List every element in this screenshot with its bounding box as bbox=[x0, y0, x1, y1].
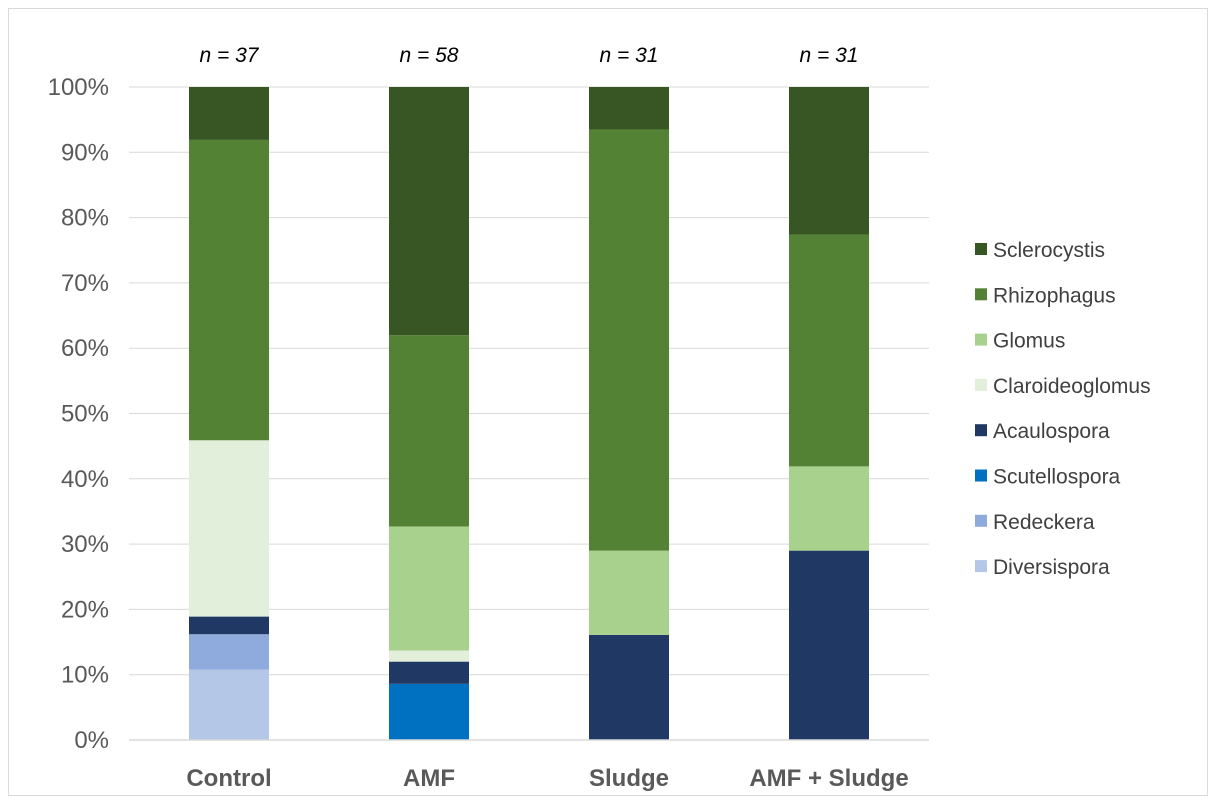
bar-segment-scutellospora bbox=[389, 683, 469, 740]
x-category-label: AMF + Sludge bbox=[749, 765, 908, 792]
legend-swatch bbox=[975, 333, 987, 346]
legend-swatch bbox=[975, 469, 987, 482]
y-tick-label: 40% bbox=[61, 466, 109, 493]
legend-label: Claroideoglomus bbox=[993, 375, 1151, 398]
bar-segment-sclerocystis bbox=[789, 87, 869, 235]
bar-segment-sclerocystis bbox=[589, 87, 669, 130]
bar-segment-acaulospora bbox=[389, 661, 469, 684]
y-tick-label: 50% bbox=[61, 401, 109, 428]
sample-size-label: n = 37 bbox=[200, 44, 260, 67]
chart-frame: 0% 10% 20% 30% 40% 50% 60% 70% 80% 90% 100% Contro… bbox=[8, 8, 1208, 796]
x-category-label: AMF bbox=[403, 765, 455, 792]
legend-label: Sclerocystis bbox=[993, 239, 1105, 262]
bar-segment-glomus bbox=[389, 526, 469, 651]
bar-segment-acaulospora bbox=[189, 616, 269, 635]
bar-segment-acaulospora bbox=[589, 634, 669, 740]
legend: Sclerocystis Rhizophagus Glomus Claroideogl… bbox=[975, 239, 1151, 579]
sample-size-label: n = 58 bbox=[400, 44, 459, 67]
y-tick-label: 100% bbox=[48, 74, 109, 101]
y-tick-label: 60% bbox=[61, 335, 109, 362]
legend-swatch bbox=[975, 560, 987, 573]
bar-segment-claroideoglomus bbox=[189, 440, 269, 617]
y-tick-label: 0% bbox=[74, 727, 109, 754]
legend-swatch bbox=[975, 243, 987, 255]
y-tick-label: 80% bbox=[61, 205, 109, 232]
y-tick-label: 90% bbox=[61, 139, 109, 166]
bar-segment-rhizophagus bbox=[189, 139, 269, 441]
legend-label: Scutellospora bbox=[993, 466, 1121, 489]
legend-swatch bbox=[975, 424, 987, 437]
bar-segment-glomus bbox=[589, 550, 669, 635]
bar-segment-sclerocystis bbox=[189, 87, 269, 140]
bar-segment-redeckera bbox=[189, 634, 269, 670]
sample-size-labels: n = 37 n = 58 n = 31 n = 31 bbox=[200, 44, 859, 67]
sample-size-label: n = 31 bbox=[800, 44, 859, 67]
y-tick-label: 20% bbox=[61, 596, 109, 623]
bar-segment-sclerocystis bbox=[389, 87, 469, 336]
x-axis-labels: Control AMF Sludge AMF + Sludge bbox=[186, 765, 908, 792]
y-tick-label: 10% bbox=[61, 662, 109, 689]
legend-swatch bbox=[975, 288, 987, 301]
legend-label: Rhizophagus bbox=[993, 284, 1116, 307]
bar-segment-acaulospora bbox=[789, 550, 869, 740]
legend-swatch bbox=[975, 514, 987, 527]
bar-segment-rhizophagus bbox=[389, 335, 469, 527]
y-tick-label: 30% bbox=[61, 531, 109, 558]
legend-label: Diversispora bbox=[993, 556, 1110, 579]
x-category-label: Sludge bbox=[589, 765, 669, 792]
legend-label: Glomus bbox=[993, 330, 1065, 353]
y-axis-ticks: 0% 10% 20% 30% 40% 50% 60% 70% 80% 90% 100% bbox=[48, 74, 109, 754]
bar-segment-glomus bbox=[789, 466, 869, 551]
bar-segment-claroideoglomus bbox=[389, 650, 469, 662]
bar-segment-rhizophagus bbox=[789, 234, 869, 467]
bar-segment-diversispora bbox=[189, 669, 269, 740]
stacked-bar-chart: 0% 10% 20% 30% 40% 50% 60% 70% 80% 90% 100% Contro… bbox=[48, 44, 1151, 792]
bars bbox=[189, 87, 869, 740]
legend-swatch bbox=[975, 378, 987, 391]
legend-label: Redeckera bbox=[993, 511, 1095, 534]
bar-segment-rhizophagus bbox=[589, 129, 669, 551]
legend-label: Acaulospora bbox=[993, 420, 1110, 443]
sample-size-label: n = 31 bbox=[600, 44, 659, 67]
x-category-label: Control bbox=[186, 765, 271, 792]
y-tick-label: 70% bbox=[61, 270, 109, 297]
